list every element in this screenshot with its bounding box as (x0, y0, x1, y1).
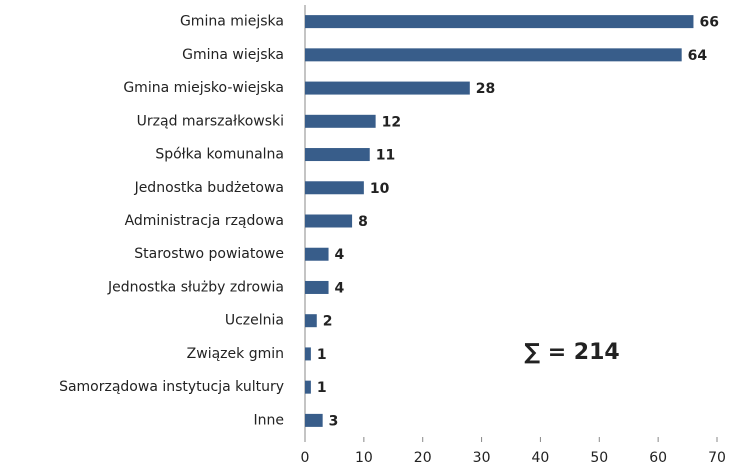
y-tick-label: Inne (254, 412, 285, 428)
data-label: 66 (699, 15, 718, 31)
x-tick-label: 60 (649, 450, 667, 466)
data-label: 10 (370, 181, 390, 197)
y-tick-label: Spółka komunalna (155, 147, 284, 163)
x-tick-label: 30 (473, 450, 491, 466)
x-tick-label: 0 (301, 450, 310, 466)
bar (305, 314, 317, 328)
y-tick-label: Starostwo powiatowe (134, 246, 284, 262)
x-tick-label: 20 (414, 450, 432, 466)
data-label: 4 (335, 247, 345, 263)
y-tick-label: Związek gmin (187, 346, 284, 362)
x-tick-label: 70 (708, 450, 726, 466)
y-tick-label: Gmina miejsko-wiejska (123, 80, 284, 96)
annotation: ∑ = 214 (524, 340, 619, 365)
data-label: 4 (335, 280, 345, 296)
x-tick-label: 50 (590, 450, 608, 466)
data-label: 8 (358, 214, 368, 230)
bar (305, 181, 364, 195)
y-tick-label: Samorządowa instytucja kultury (59, 379, 284, 395)
data-label: 2 (323, 314, 333, 330)
bar (305, 15, 694, 29)
data-label: 3 (329, 413, 339, 429)
y-tick-label: Administracja rządowa (125, 213, 284, 229)
bar (305, 148, 370, 162)
bar (305, 380, 311, 394)
bar (305, 81, 470, 95)
bar (305, 413, 323, 427)
bar (305, 247, 329, 261)
y-tick-label: Gmina wiejska (182, 47, 284, 63)
data-label: 12 (382, 114, 401, 130)
bar (305, 214, 353, 228)
x-tick-label: 10 (355, 450, 373, 466)
y-tick-label: Gmina miejska (180, 14, 284, 30)
x-tick-label: 40 (532, 450, 550, 466)
data-label: 1 (317, 380, 327, 396)
bar (305, 48, 682, 62)
data-label: 64 (688, 48, 708, 64)
y-tick-label: Uczelnia (225, 313, 284, 329)
y-tick-label: Jednostka służby zdrowia (107, 279, 284, 295)
bar (305, 280, 329, 294)
y-tick-label: Jednostka budżetowa (134, 180, 284, 196)
data-label: 1 (317, 347, 327, 363)
data-label: 11 (376, 148, 395, 164)
bar (305, 347, 311, 361)
bar (305, 114, 376, 128)
data-label: 28 (476, 81, 495, 97)
y-tick-label: Urząd marszałkowski (137, 113, 284, 129)
